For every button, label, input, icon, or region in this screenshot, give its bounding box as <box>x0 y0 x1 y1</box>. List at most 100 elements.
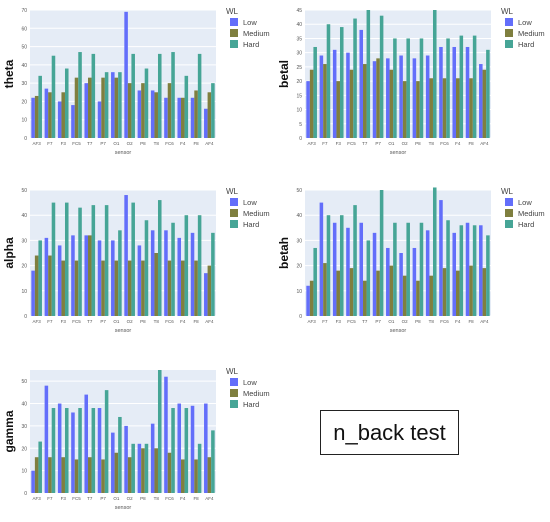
x-tick-label: O1 <box>113 319 120 324</box>
x-tick-label: AF4 <box>205 319 214 324</box>
legend-swatch[interactable] <box>230 400 238 408</box>
x-tick-label: O2 <box>127 496 134 501</box>
legend-swatch[interactable] <box>505 40 513 48</box>
bar-hard-f8 <box>472 225 477 316</box>
legend-swatch[interactable] <box>505 220 513 228</box>
bar-medium-f7 <box>48 457 52 493</box>
x-tick-label: AF3 <box>33 319 42 324</box>
y-tick-label: 40 <box>296 22 302 28</box>
bar-hard-f4 <box>184 215 189 316</box>
bar-low-f8 <box>190 97 195 138</box>
legend-item-medium[interactable]: Medium <box>243 389 270 398</box>
x-tick-label: P7 <box>375 141 381 146</box>
bar-medium-af3 <box>34 255 39 316</box>
bar-medium-fc6 <box>442 268 447 316</box>
bar-low-p7 <box>372 232 377 316</box>
x-tick-label: F8 <box>193 496 199 501</box>
legend-item-hard[interactable]: Hard <box>518 220 534 229</box>
bar-medium-fc5 <box>74 459 79 493</box>
bar-low-af4 <box>479 225 483 316</box>
bar-low-p7 <box>97 408 102 493</box>
bar-low-f8 <box>465 46 470 138</box>
legend-title: WL <box>226 7 239 16</box>
legend-swatch[interactable] <box>505 209 513 217</box>
legend-swatch[interactable] <box>230 220 238 228</box>
bar-medium-f4 <box>456 78 460 138</box>
bar-hard-t7 <box>91 408 96 493</box>
y-tick-label: 0 <box>24 314 27 320</box>
y-tick-label: 50 <box>21 379 27 385</box>
bar-low-o2 <box>124 11 128 139</box>
legend-item-hard[interactable]: Hard <box>243 40 259 49</box>
legend-item-medium[interactable]: Medium <box>518 29 545 38</box>
legend-item-low[interactable]: Low <box>243 18 257 27</box>
bar-medium-fc6 <box>167 452 172 493</box>
y-tick-label: 0 <box>24 491 27 497</box>
legend-item-medium[interactable]: Medium <box>243 29 270 38</box>
bar-medium-f4 <box>181 97 185 138</box>
bar-low-o1 <box>111 72 115 138</box>
bar-medium-t8 <box>154 92 158 138</box>
bar-hard-fc5 <box>78 207 82 316</box>
x-tick-label: T7 <box>362 319 368 324</box>
x-tick-label: T7 <box>87 496 93 501</box>
y-tick-label: 20 <box>21 99 27 105</box>
legend-swatch[interactable] <box>230 389 238 397</box>
bar-medium-f8 <box>469 78 473 138</box>
bar-medium-p8 <box>416 280 420 316</box>
legend-swatch[interactable] <box>230 378 238 386</box>
bar-hard-fc6 <box>446 220 450 316</box>
legend-item-hard[interactable]: Hard <box>243 220 259 229</box>
legend-item-low[interactable]: Low <box>243 378 257 387</box>
bar-low-fc5 <box>71 412 75 493</box>
bar-hard-p8 <box>144 443 149 493</box>
bar-low-f8 <box>465 222 470 316</box>
betal-chart: 0 5 10 15 20 25 30 35 40 45 AF3 F7 F3 FC5 T7 P7 O1 O2 P8 T8… <box>275 0 550 162</box>
x-tick-label: P8 <box>140 496 146 501</box>
x-tick-label: F4 <box>455 141 461 146</box>
bar-hard-af4 <box>486 235 490 316</box>
bar-low-f8 <box>190 232 195 316</box>
x-tick-label: F7 <box>47 496 53 501</box>
legend-item-medium[interactable]: Medium <box>518 209 545 218</box>
legend-item-low[interactable]: Low <box>518 198 532 207</box>
legend-swatch[interactable] <box>230 198 238 206</box>
y-axis-title: theta <box>2 59 16 88</box>
legend-item-medium[interactable]: Medium <box>243 209 270 218</box>
bar-medium-f8 <box>194 90 198 138</box>
legend-swatch[interactable] <box>230 29 238 37</box>
legend-swatch[interactable] <box>230 18 238 26</box>
y-tick-label: 70 <box>21 8 27 14</box>
bar-hard-af4 <box>211 232 215 316</box>
x-axis-title: sensor <box>115 505 132 511</box>
bar-low-f7 <box>319 55 324 139</box>
bar-hard-t8 <box>157 53 162 139</box>
x-tick-label: F7 <box>322 319 328 324</box>
bar-low-f4 <box>177 403 182 493</box>
legend-item-low[interactable]: Low <box>243 198 257 207</box>
x-tick-label: P7 <box>100 319 106 324</box>
bar-low-f7 <box>319 202 324 316</box>
legend-swatch[interactable] <box>505 18 513 26</box>
legend-item-low[interactable]: Low <box>518 18 532 27</box>
legend-swatch[interactable] <box>505 29 513 37</box>
bar-medium-f4 <box>181 459 185 493</box>
bar-hard-fc6 <box>446 38 450 138</box>
x-tick-label: AF4 <box>480 319 489 324</box>
bar-medium-f3 <box>336 81 340 138</box>
bar-hard-t8 <box>157 200 162 316</box>
bar-hard-o1 <box>393 38 397 138</box>
legend-item-hard[interactable]: Hard <box>518 40 534 49</box>
bar-medium-t8 <box>429 275 433 316</box>
bar-hard-t8 <box>432 187 437 316</box>
legend-swatch[interactable] <box>505 198 513 206</box>
bar-hard-f3 <box>64 68 69 138</box>
legend-swatch[interactable] <box>230 40 238 48</box>
bar-low-f7 <box>44 385 49 493</box>
bar-low-fc6 <box>164 97 168 138</box>
legend-item-hard[interactable]: Hard <box>243 400 259 409</box>
bar-low-af3 <box>31 270 35 316</box>
bar-hard-f7 <box>51 55 56 138</box>
bar-medium-fc6 <box>167 260 172 316</box>
legend-swatch[interactable] <box>230 209 238 217</box>
